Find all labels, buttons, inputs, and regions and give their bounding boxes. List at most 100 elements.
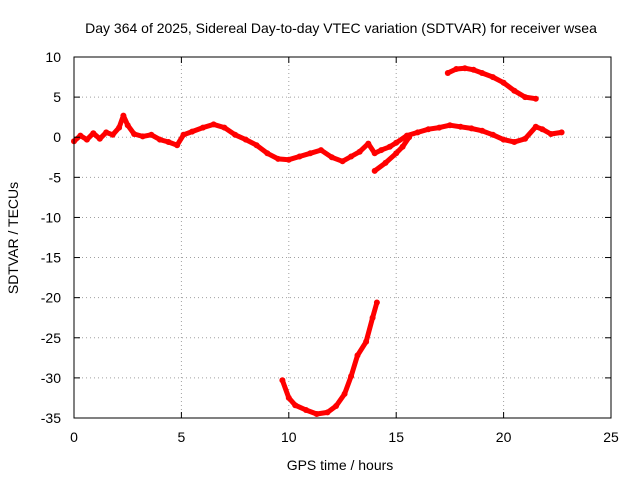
data-point (547, 131, 554, 137)
data-point (558, 129, 565, 136)
data-point (425, 126, 432, 133)
y-tick-label: -15 (41, 250, 61, 266)
data-point (356, 148, 363, 155)
data-point (180, 131, 187, 138)
tick-layer: 0 5 10 15 20 25 10 5 0 -5 -10 -15 -20 -25 -30 -35 (41, 49, 619, 445)
data-point (373, 299, 380, 306)
data-point (539, 126, 546, 133)
series-lower-dip (279, 299, 380, 417)
y-tick-label: -25 (41, 330, 61, 346)
data-point (479, 127, 486, 134)
x-tick-label: 15 (388, 429, 404, 445)
data-point (232, 131, 239, 138)
series-layer (71, 65, 565, 417)
data-point (285, 156, 292, 163)
series-short-segment (371, 134, 413, 174)
data-point (116, 124, 123, 131)
data-point (444, 70, 451, 76)
data-point (199, 124, 206, 131)
data-point (253, 142, 260, 149)
data-point (378, 147, 385, 154)
data-point (165, 139, 172, 145)
data-point (318, 147, 324, 154)
data-point (522, 94, 529, 101)
series-trace (445, 65, 539, 102)
data-point (279, 377, 286, 384)
y-tick-label: 0 (53, 129, 61, 145)
series-trace (279, 300, 380, 417)
data-point (307, 150, 314, 157)
series-trace (372, 134, 412, 174)
data-point (511, 87, 518, 94)
x-tick-label: 20 (496, 429, 512, 445)
data-point (386, 143, 393, 150)
x-tick-label: 0 (70, 429, 78, 445)
data-point (348, 153, 355, 160)
data-point (285, 394, 292, 401)
data-point (511, 139, 518, 145)
x-tick-label: 5 (178, 429, 186, 445)
data-point (393, 150, 400, 157)
data-point (296, 153, 303, 160)
data-point (324, 409, 331, 416)
data-point (532, 123, 539, 130)
data-point (242, 136, 249, 143)
x-axis-label: GPS time / hours (287, 457, 394, 473)
data-point (446, 122, 453, 129)
chart-title: Day 364 of 2025, Sidereal Day-to-day VTE… (85, 20, 597, 36)
data-point (131, 131, 138, 137)
data-point (103, 129, 110, 136)
data-point (369, 314, 376, 321)
data-point (489, 74, 496, 81)
data-point (470, 66, 477, 73)
series-main-trace (71, 112, 565, 165)
data-point (365, 140, 372, 147)
data-point (457, 123, 464, 130)
data-point (436, 124, 443, 131)
data-point (414, 129, 421, 136)
series-upper-arc (444, 65, 539, 102)
data-point (221, 124, 228, 131)
data-point (313, 411, 320, 417)
data-point (96, 135, 103, 142)
y-tick-label: 5 (53, 89, 61, 105)
data-point (489, 131, 496, 138)
data-point (468, 125, 475, 132)
plot-frame (73, 56, 612, 419)
data-point (341, 390, 348, 397)
data-point (399, 143, 406, 150)
x-tick-label: 25 (603, 429, 619, 445)
data-point (148, 131, 155, 138)
series-trace (71, 113, 565, 164)
data-point (453, 66, 460, 72)
data-point (264, 150, 271, 157)
data-point (292, 402, 299, 409)
data-point (275, 155, 282, 162)
data-point (333, 403, 340, 409)
data-point (382, 159, 389, 166)
y-tick-label: -20 (41, 290, 61, 306)
data-point (124, 122, 131, 129)
data-point (371, 167, 378, 174)
x-tick-label: 10 (281, 429, 297, 445)
data-point (393, 139, 400, 146)
data-point (139, 133, 146, 140)
data-point (120, 112, 127, 119)
data-point (109, 131, 116, 138)
data-point (210, 121, 217, 128)
y-tick-label: 10 (45, 49, 61, 65)
data-point (354, 352, 361, 359)
grid (74, 57, 611, 418)
data-point (339, 158, 346, 165)
y-axis-label: SDTVAR / TECUs (5, 182, 21, 294)
data-point (83, 136, 90, 143)
y-tick-label: -30 (41, 370, 61, 386)
data-point (156, 136, 163, 143)
data-point (406, 134, 413, 141)
data-point (348, 373, 355, 380)
data-point (363, 338, 370, 345)
data-point (461, 65, 468, 72)
y-tick-label: -35 (41, 410, 61, 426)
data-point (522, 135, 529, 142)
data-point (303, 407, 309, 413)
